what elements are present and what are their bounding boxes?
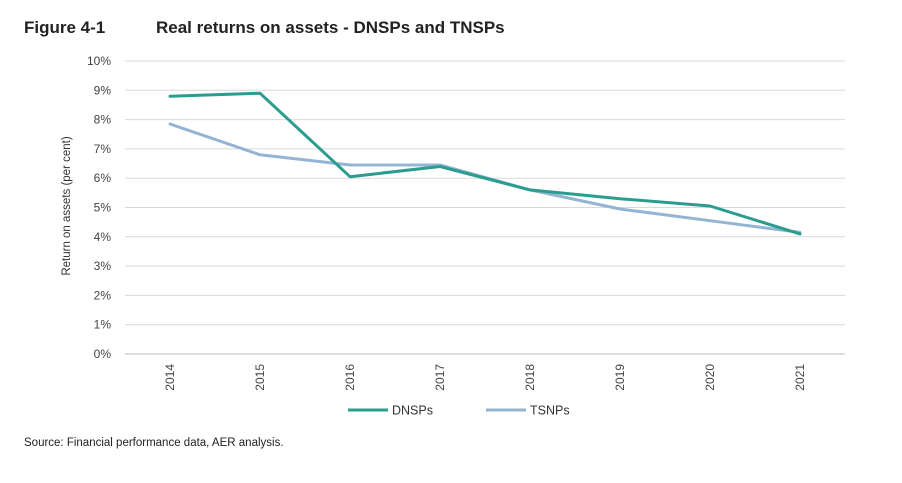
y-tick-label: 5% <box>94 201 112 215</box>
legend: DNSPs TSNPs <box>348 404 570 418</box>
x-tick-label: 2018 <box>523 364 537 391</box>
y-tick-label: 0% <box>94 347 112 361</box>
y-tick-label: 7% <box>94 142 112 156</box>
x-tick-label: 2021 <box>793 364 807 391</box>
series-lines <box>168 91 802 236</box>
legend-label: DNSPs <box>392 404 433 418</box>
legend-label: TSNPs <box>530 404 570 418</box>
figure-number: Figure 4-1 <box>24 18 106 37</box>
y-tick-label: 1% <box>94 318 112 332</box>
y-tick-label: 4% <box>94 230 112 244</box>
x-tick-labels: 2014 2015 2016 2017 2018 2019 2020 2021 <box>163 364 807 391</box>
x-tick-label: 2016 <box>343 364 357 391</box>
x-tick-label: 2017 <box>433 364 447 391</box>
y-tick-labels: 0% 1% 2% 3% 4% 5% 6% 7% 8% 9% 10% <box>87 54 111 361</box>
gridlines <box>125 60 845 355</box>
y-axis-label: Return on assets (per cent) <box>61 136 73 276</box>
figure-source: Source: Financial performance data, AER … <box>24 437 284 449</box>
series-line-dnsps <box>168 91 802 236</box>
x-tick-label: 2020 <box>703 364 717 391</box>
y-tick-label: 6% <box>94 171 112 185</box>
x-tick-label: 2014 <box>163 364 177 391</box>
x-tick-label: 2015 <box>253 364 267 391</box>
y-tick-label: 10% <box>87 54 111 68</box>
y-tick-label: 3% <box>94 259 112 273</box>
figure-title: Figure 4-1 Real returns on assets - DNSPs… <box>24 18 505 38</box>
y-tick-label: 8% <box>94 113 112 127</box>
y-tick-label: 9% <box>94 83 112 97</box>
figure-title-text: Real returns on assets - DNSPs and TNSPs <box>156 18 505 37</box>
x-tick-label: 2019 <box>613 364 627 391</box>
y-tick-label: 2% <box>94 288 112 302</box>
